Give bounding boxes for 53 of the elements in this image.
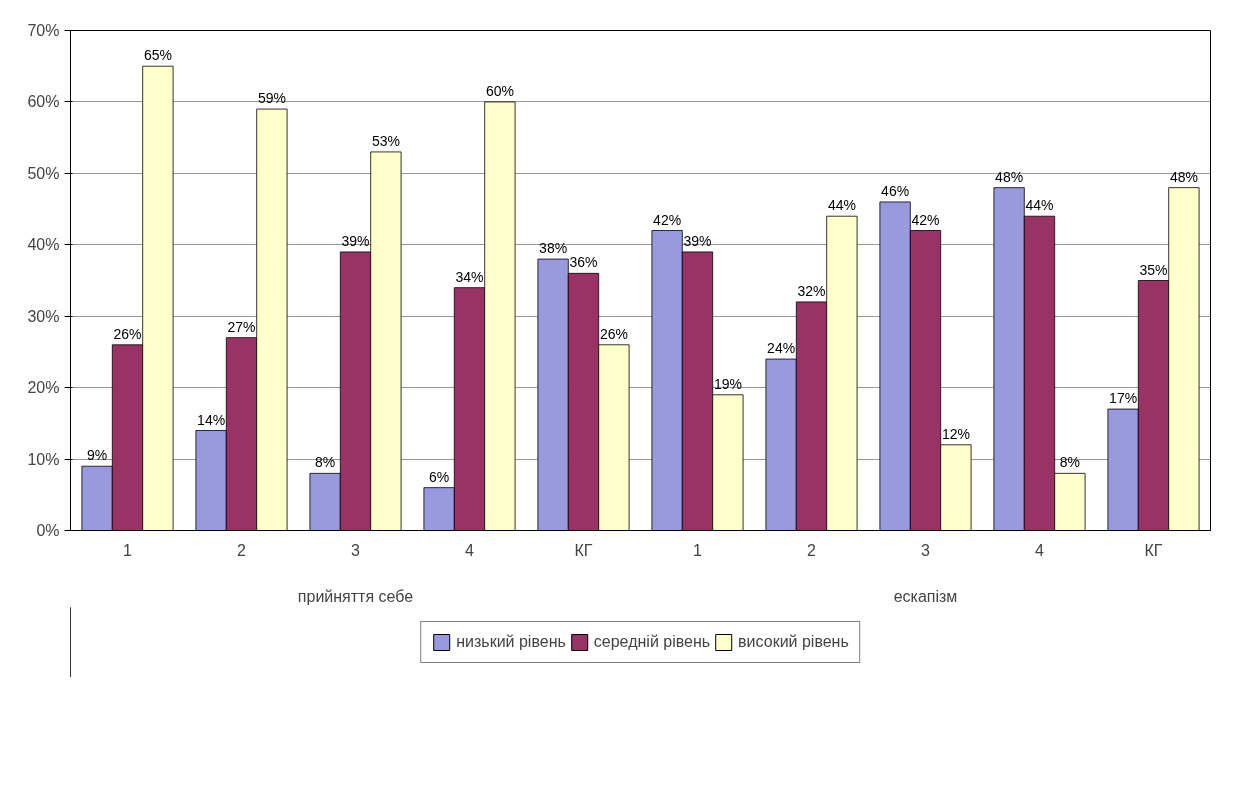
data-label: 59% (257, 90, 286, 107)
data-label: 12% (941, 425, 970, 442)
text: прийняття себе (297, 587, 414, 605)
y-tick-label: 40% (27, 236, 60, 254)
x-tick-label: КГ (574, 541, 593, 559)
x-tick-label: КГ (1144, 541, 1163, 559)
x-tick-label: 3 (921, 541, 931, 559)
data-label: 44% (827, 197, 856, 214)
y-tick-label: 70% (27, 22, 60, 39)
y-tick-label: 50% (27, 164, 60, 182)
data-label: 9% (86, 447, 108, 464)
data-label: 24% (767, 340, 796, 357)
x-tick-label: 3 (351, 541, 361, 559)
data-label: 42% (653, 211, 682, 228)
x-tick-label: 1 (693, 541, 703, 559)
data-label: 14% (197, 411, 226, 428)
data-label: 26% (599, 325, 628, 342)
y-tick-label: 10% (27, 450, 60, 468)
y-tick-label: 0% (36, 522, 60, 539)
data-label: 6% (428, 468, 450, 485)
data-label: 27% (227, 318, 256, 335)
data-label: 32% (797, 282, 826, 299)
y-tick-label: 30% (27, 307, 60, 325)
x-tick-label: 1 (123, 541, 133, 559)
data-label: 39% (683, 232, 712, 249)
data-label: 35% (1139, 261, 1168, 278)
x-tick-label: 4 (1035, 541, 1045, 559)
data-label: 19% (713, 375, 742, 392)
data-label: 38% (539, 240, 568, 257)
x-tick-label: 2 (807, 541, 817, 559)
legend-label: низький рівень (456, 633, 566, 651)
data-label: 65% (143, 47, 172, 64)
data-label: 60% (485, 82, 514, 99)
text: ескапізм (893, 587, 958, 605)
y-tick-label: 60% (27, 93, 60, 111)
y-tick-label: 20% (27, 379, 60, 397)
data-label: 36% (569, 254, 598, 271)
data-label: 8% (314, 454, 336, 471)
data-label: 42% (911, 211, 940, 228)
x-tick-label: 2 (237, 541, 247, 559)
data-label: 8% (1059, 454, 1081, 471)
data-label: 53% (371, 132, 400, 149)
data-label: 48% (995, 168, 1024, 185)
data-label: 26% (113, 325, 142, 342)
data-label: 39% (341, 232, 370, 249)
legend-label: середній рівень (593, 633, 711, 651)
data-label: 17% (1109, 390, 1138, 407)
x-tick-label: 4 (465, 541, 475, 559)
legend-label: високий рівень (738, 633, 849, 651)
data-label: 44% (1025, 197, 1054, 214)
data-label: 34% (455, 268, 484, 285)
data-label: 46% (881, 182, 910, 199)
data-label: 48% (1169, 168, 1198, 185)
